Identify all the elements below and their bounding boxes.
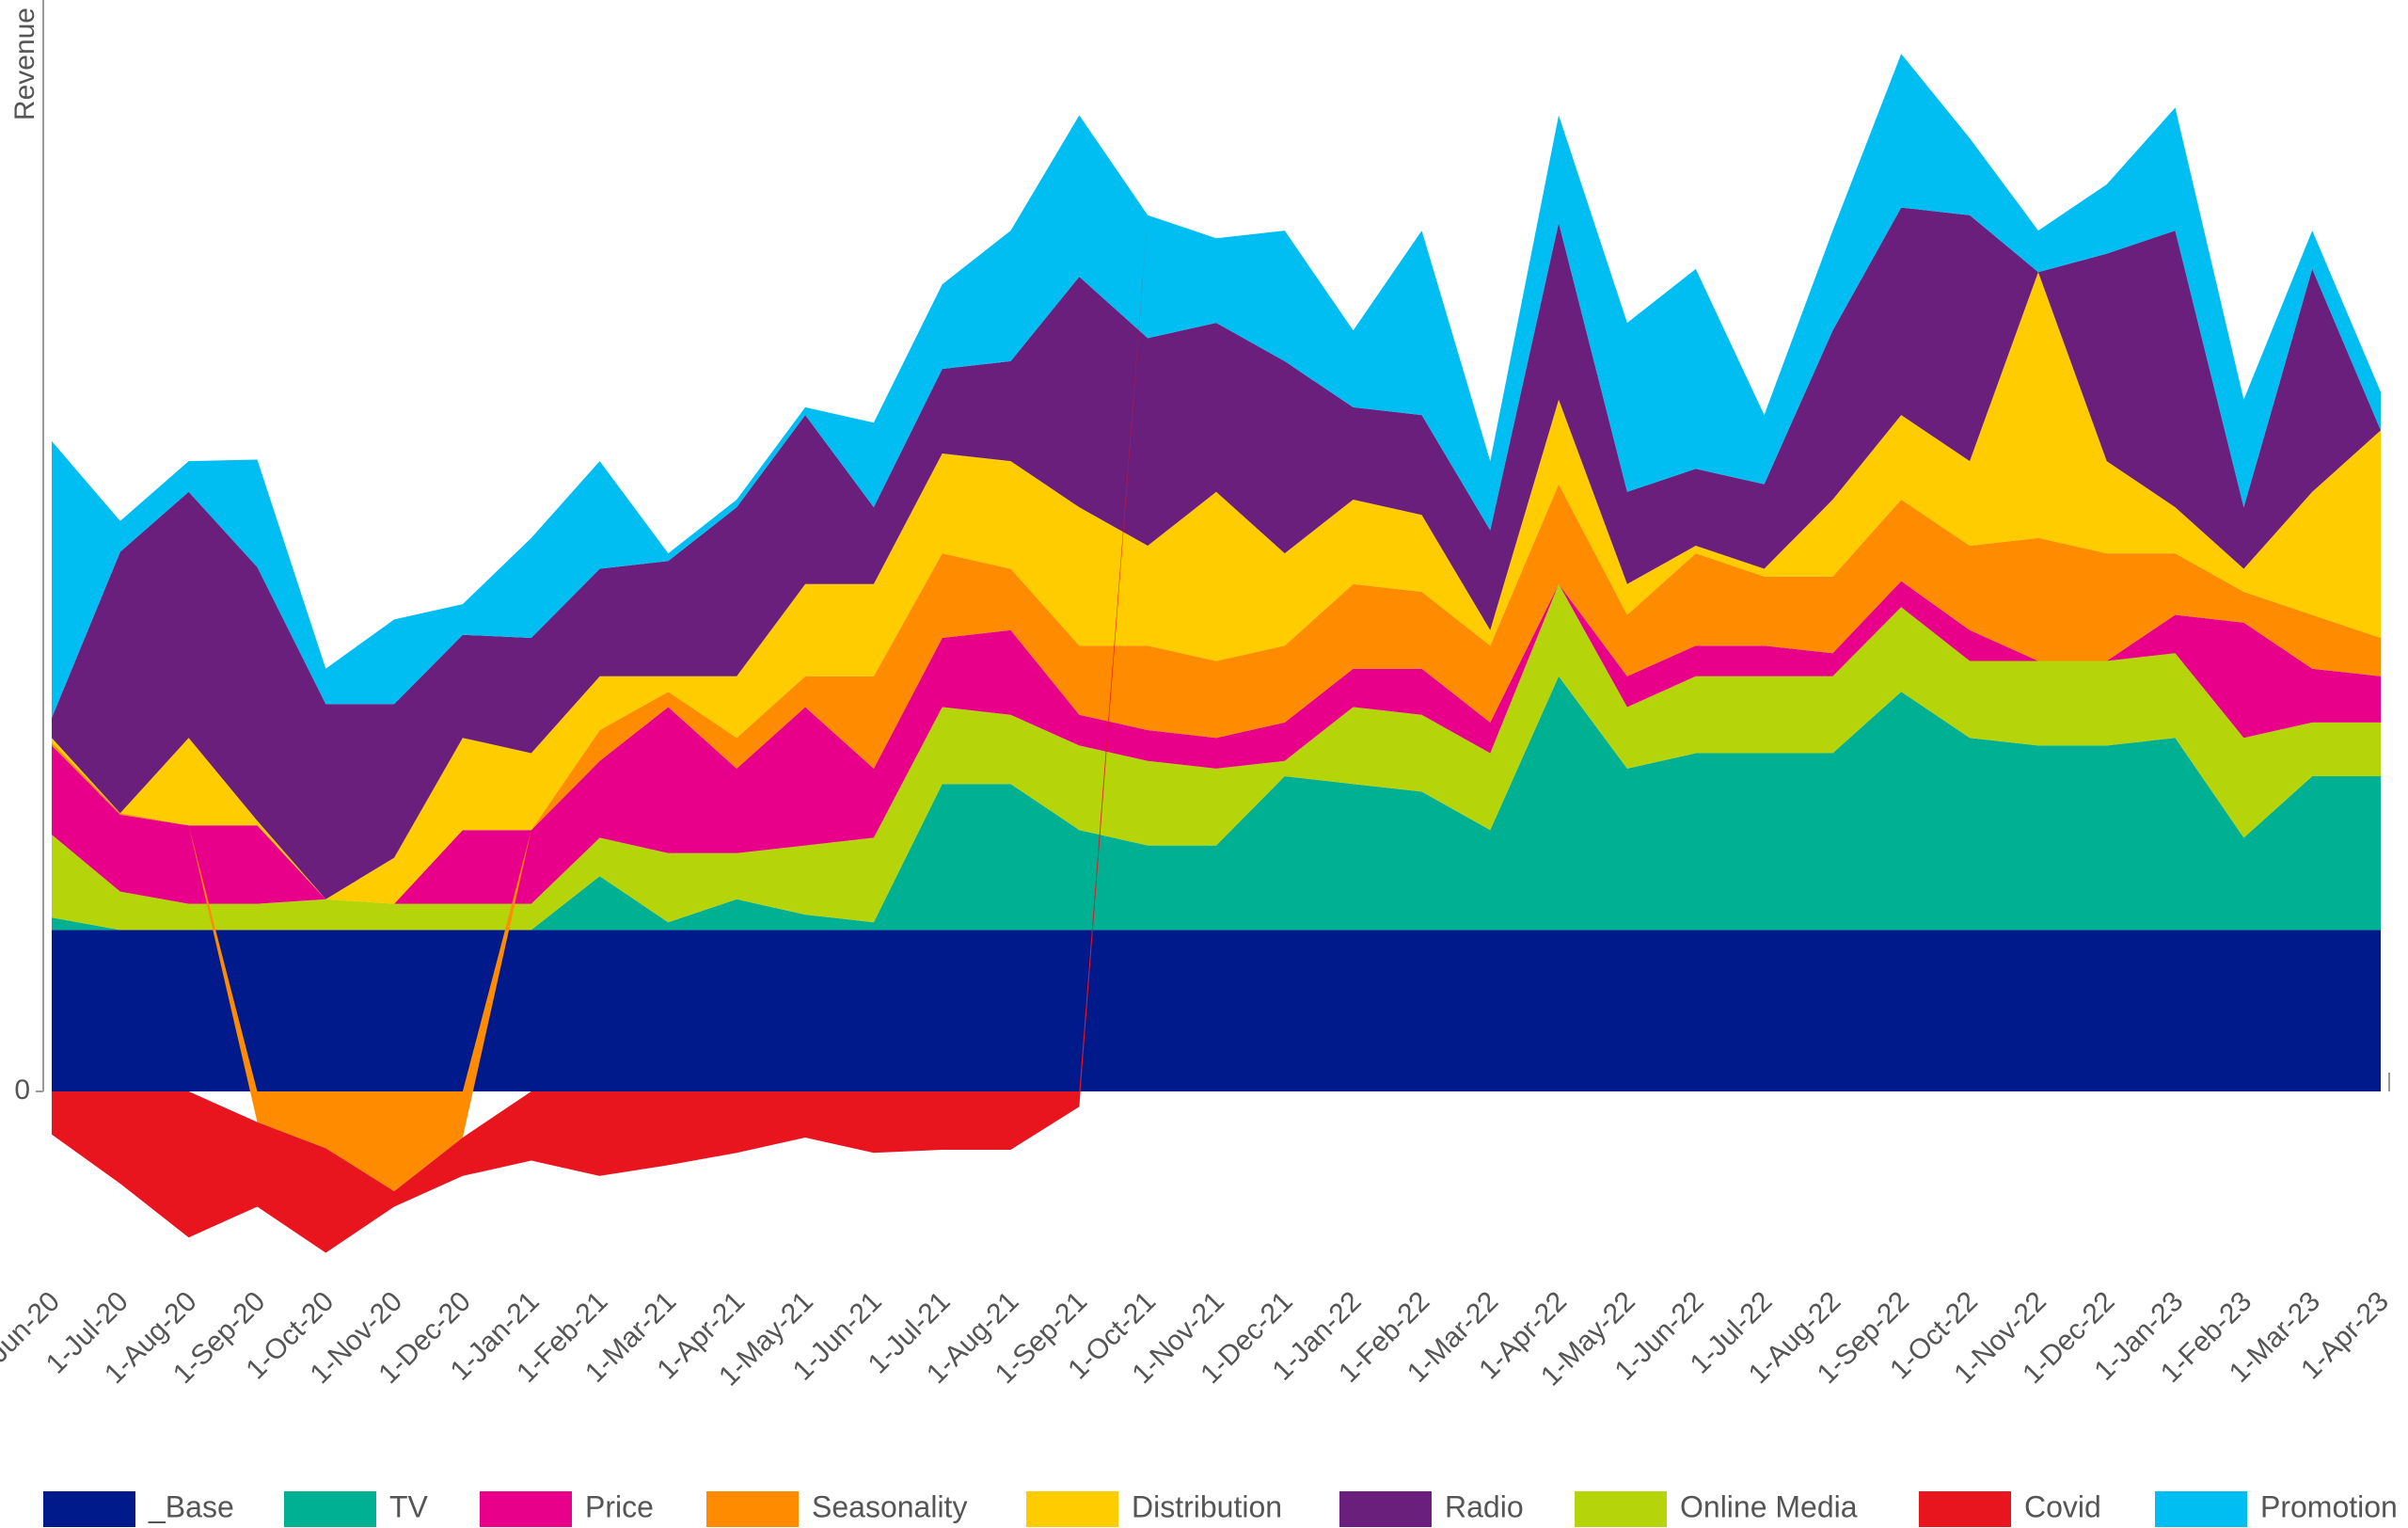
y-tick-label: 0 [14, 1074, 30, 1106]
legend-swatch [1026, 1491, 1118, 1527]
area [52, 54, 2381, 1253]
legend-label: Seasonality [812, 1489, 967, 1523]
legend-swatch [2155, 1491, 2247, 1527]
legend-label: Covid [2024, 1489, 2101, 1523]
area [52, 676, 2381, 931]
area [52, 484, 2381, 1192]
areas [52, 54, 2381, 1253]
legend-swatch [1339, 1491, 1432, 1527]
legend-label: Distribution [1132, 1489, 1282, 1523]
legend-label: Online Media [1680, 1489, 1858, 1523]
area [52, 581, 2381, 904]
area [52, 54, 2381, 718]
legend-swatch [480, 1491, 572, 1527]
area [52, 930, 2381, 1091]
legend-label: Radio [1445, 1489, 1524, 1523]
legend-label: Price [585, 1489, 654, 1523]
legend-label: Promotion [2260, 1489, 2398, 1523]
area [52, 272, 2381, 904]
legend-swatch [706, 1491, 799, 1527]
legend-swatch [1575, 1491, 1667, 1527]
legend-swatch [284, 1491, 376, 1527]
area [52, 207, 2381, 899]
legend-label: _Base [148, 1489, 234, 1523]
legend-swatch [1919, 1491, 2011, 1527]
legend-swatch [43, 1491, 135, 1527]
y-axis-label: Revenue [9, 8, 40, 120]
legend-label: TV [389, 1489, 429, 1523]
